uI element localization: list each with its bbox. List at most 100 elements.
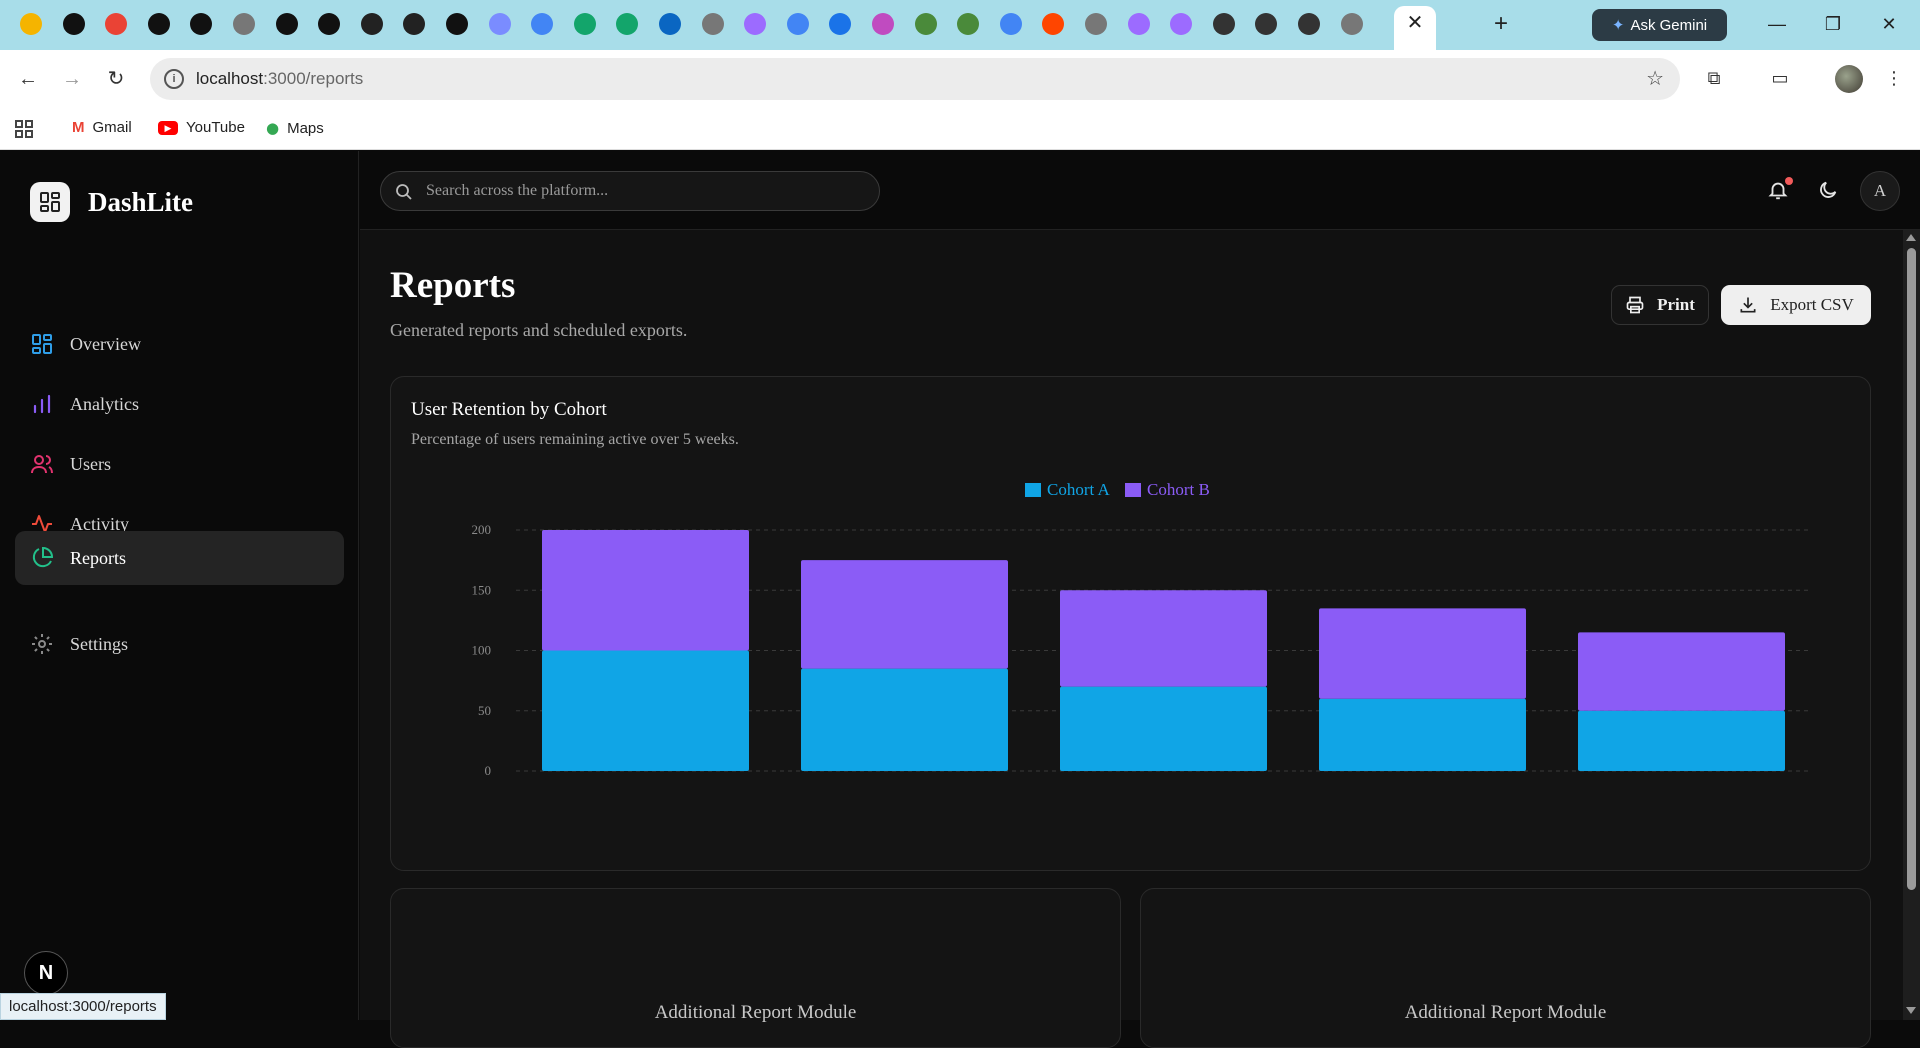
- new-tab-button[interactable]: +: [1493, 10, 1508, 37]
- tab-favicon-icon[interactable]: [744, 13, 767, 35]
- sidebar-item-settings[interactable]: Settings: [15, 617, 344, 671]
- tab-favicon-icon[interactable]: [1212, 13, 1235, 35]
- status-bar-url: localhost:3000/reports: [0, 993, 166, 1020]
- tab-favicon-icon[interactable]: [62, 13, 85, 35]
- bar-segment[interactable]: [542, 530, 749, 651]
- page-title: Reports: [390, 265, 516, 306]
- menu-kebab-icon[interactable]: ⋮: [1885, 68, 1903, 89]
- y-tick-label: 200: [472, 522, 492, 537]
- legend-swatch: [1125, 483, 1141, 497]
- export-csv-button[interactable]: Export CSV: [1721, 285, 1871, 325]
- tab-favicon-icon[interactable]: [829, 13, 852, 35]
- tab-favicon-icon[interactable]: [318, 13, 341, 35]
- bar-segment[interactable]: [801, 560, 1008, 669]
- tab-favicon-icon[interactable]: [190, 13, 213, 35]
- tab-favicon-icon[interactable]: [914, 13, 937, 35]
- search-input[interactable]: Search across the platform...: [380, 171, 880, 211]
- extensions-icon[interactable]: ⧉: [1707, 68, 1721, 89]
- bar-segment[interactable]: [542, 650, 749, 772]
- sidebar-item-label: Users: [70, 453, 111, 474]
- scroll-thumb[interactable]: [1907, 248, 1916, 890]
- y-tick-label: 50: [478, 703, 491, 718]
- bookmark-gmail[interactable]: M Gmail: [72, 119, 132, 136]
- tab-favicon-icon[interactable]: [701, 13, 724, 35]
- tab-favicon-icon[interactable]: [999, 13, 1022, 35]
- brand[interactable]: DashLite: [30, 182, 193, 222]
- bookmark-maps[interactable]: ● Maps: [266, 119, 324, 137]
- sidebar-item-label: Activity: [70, 513, 129, 534]
- legend-label[interactable]: Cohort A: [1047, 480, 1111, 499]
- tab-favicon-icon[interactable]: [1255, 13, 1278, 35]
- tab-favicon-icon[interactable]: [872, 13, 894, 35]
- tab-favicon-icon[interactable]: [659, 13, 681, 35]
- tab-favicon-icon[interactable]: [573, 13, 596, 35]
- tab-favicon-icon[interactable]: [1298, 13, 1320, 35]
- scroll-up-arrow[interactable]: [1906, 234, 1916, 241]
- sidebar-item-activity[interactable]: Activity: [15, 497, 344, 551]
- print-button[interactable]: Print: [1611, 285, 1709, 325]
- tab-favicon-icon[interactable]: [20, 13, 42, 35]
- bar-segment[interactable]: [1060, 590, 1267, 687]
- moon-icon[interactable]: [1817, 179, 1839, 201]
- module-label: Additional Report Module: [1404, 1002, 1607, 1023]
- close-window-button[interactable]: ✕: [1881, 14, 1897, 34]
- y-tick-label: 0: [485, 763, 492, 777]
- tab-favicon-icon[interactable]: [616, 13, 639, 35]
- bar-segment[interactable]: [801, 668, 1008, 771]
- reload-button[interactable]: ↻: [107, 68, 125, 90]
- sidebar-item-analytics[interactable]: Analytics: [15, 377, 344, 431]
- close-tab-icon[interactable]: ✕: [1406, 12, 1424, 34]
- forward-button[interactable]: →: [62, 68, 82, 90]
- bar-segment[interactable]: [1319, 698, 1526, 771]
- tab-favicon-icon[interactable]: [957, 13, 980, 35]
- bell-icon[interactable]: [1767, 179, 1789, 201]
- tab-favicon-icon[interactable]: [360, 13, 383, 35]
- restore-button[interactable]: ❐: [1824, 14, 1842, 34]
- tab-favicon-icon[interactable]: [233, 13, 255, 35]
- url-text: localhost:3000/reports: [196, 69, 364, 88]
- site-info-icon[interactable]: i: [164, 69, 184, 89]
- sidebar-item-users[interactable]: Users: [15, 437, 344, 491]
- search-placeholder: Search across the platform...: [426, 182, 609, 199]
- bar-segment[interactable]: [1578, 632, 1785, 711]
- apps-grid-icon[interactable]: [14, 119, 34, 139]
- brand-name: DashLite: [88, 186, 194, 217]
- bar-chart-icon: [33, 394, 51, 414]
- active-tab[interactable]: [1394, 6, 1436, 50]
- bar-segment[interactable]: [1578, 710, 1785, 771]
- tab-favicon-icon[interactable]: [1340, 13, 1363, 35]
- sidebar-item-reports[interactable]: Reports: [15, 531, 344, 585]
- user-avatar[interactable]: A: [1860, 171, 1900, 211]
- tab-favicon-icon[interactable]: [786, 13, 809, 35]
- ask-gemini-button[interactable]: ✦ Ask Gemini: [1592, 9, 1727, 41]
- tab-favicon-icon[interactable]: [446, 13, 468, 35]
- address-bar[interactable]: i localhost:3000/reports ☆: [150, 58, 1680, 100]
- legend-label[interactable]: Cohort B: [1147, 480, 1210, 499]
- page-scrollbar[interactable]: [1903, 230, 1920, 1020]
- bar-segment[interactable]: [1060, 686, 1267, 771]
- scroll-down-arrow[interactable]: [1906, 1007, 1916, 1014]
- tab-favicon-icon[interactable]: [488, 13, 511, 35]
- tab-favicon-icon[interactable]: [147, 13, 170, 35]
- minimize-button[interactable]: —: [1768, 14, 1786, 34]
- tab-favicon-icon[interactable]: [1170, 13, 1193, 35]
- bookmark-youtube[interactable]: ▶ YouTube: [158, 119, 245, 136]
- browser-toolbar: ← → ↻ i localhost:3000/reports ☆ ⧉ ▭ ⋮: [0, 50, 1920, 108]
- bar-segment[interactable]: [1319, 608, 1526, 699]
- bookmark-star-icon[interactable]: ☆: [1646, 66, 1664, 90]
- tab-favicon-icon[interactable]: [403, 13, 426, 35]
- tab-favicon-icon[interactable]: [1042, 13, 1065, 35]
- tab-favicon-icon[interactable]: [105, 13, 128, 35]
- tab-favicon-icon[interactable]: [531, 13, 554, 35]
- profile-avatar[interactable]: [1835, 65, 1863, 93]
- tab-favicon-icon[interactable]: [1127, 13, 1150, 35]
- back-button[interactable]: ←: [18, 68, 38, 90]
- nextjs-dev-badge[interactable]: N: [24, 951, 68, 995]
- youtube-icon: ▶: [158, 120, 178, 135]
- gemini-sparkle-icon: ✦: [1611, 17, 1625, 34]
- tab-favicon-icon[interactable]: [275, 13, 298, 35]
- sidebar-item-overview[interactable]: Overview: [15, 317, 344, 371]
- tab-favicon-icon[interactable]: [1085, 13, 1107, 35]
- cast-icon[interactable]: ▭: [1771, 68, 1789, 89]
